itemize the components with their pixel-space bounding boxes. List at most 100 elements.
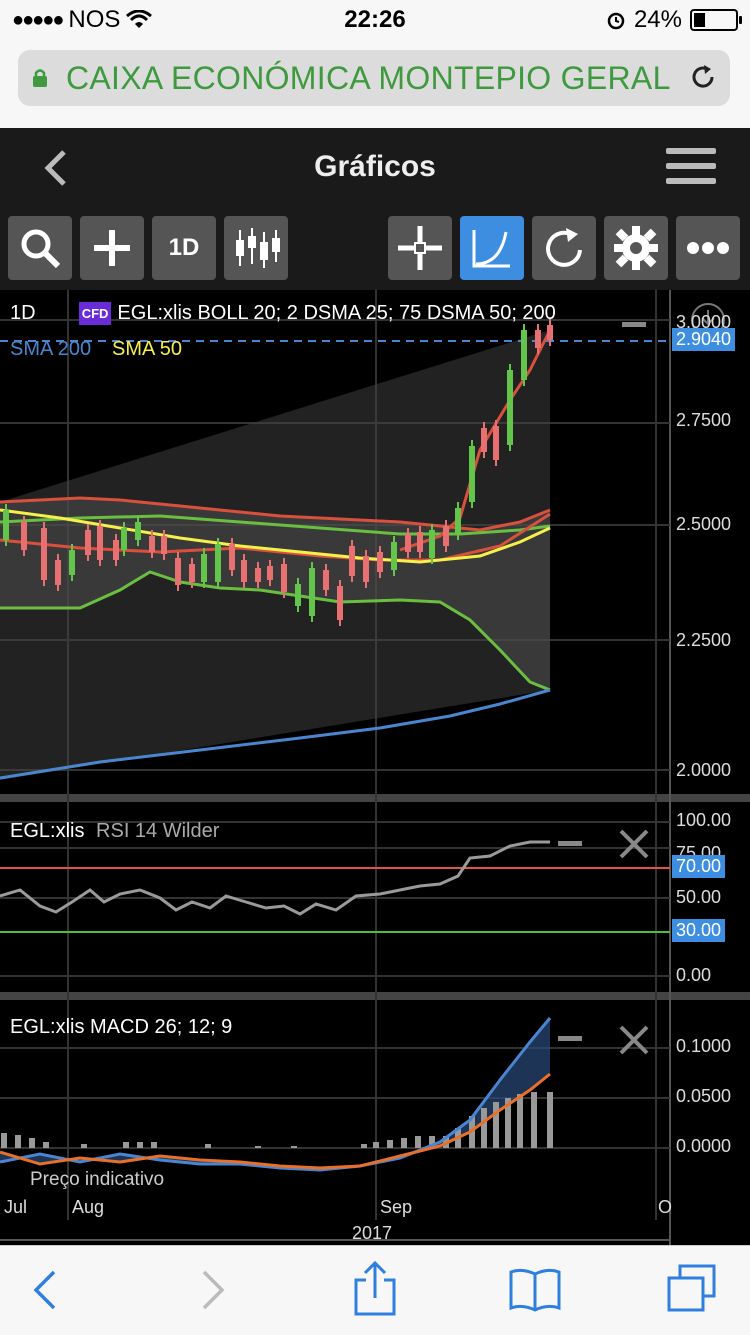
status-left: ●●●●● NOS xyxy=(12,6,153,34)
candle-body xyxy=(363,556,369,582)
browser-bottom-bar xyxy=(0,1245,750,1335)
crosshair-icon xyxy=(398,226,442,270)
candlestick-icon xyxy=(236,228,280,268)
price-axis-label: 3.0000 xyxy=(676,312,732,332)
zoom-button[interactable] xyxy=(8,216,72,280)
candle-body xyxy=(229,544,235,570)
plus-icon xyxy=(94,230,130,266)
indicator-curve-button[interactable] xyxy=(460,216,524,280)
curve-icon xyxy=(472,230,510,268)
boll-mid-line xyxy=(0,514,551,536)
more-button[interactable] xyxy=(676,216,740,280)
macd-histogram-bar xyxy=(401,1138,407,1148)
candle-body xyxy=(97,526,103,560)
chart-canvas[interactable] xyxy=(0,290,750,1245)
lock-icon xyxy=(33,69,47,87)
boll-upper-line xyxy=(0,496,551,532)
candle-body xyxy=(267,566,273,580)
rsi-axis-label: 50.00 xyxy=(676,887,722,907)
macd-signal-line xyxy=(0,1072,551,1170)
back-chevron-icon[interactable] xyxy=(40,148,70,188)
gear-icon xyxy=(614,226,658,270)
candle-body xyxy=(405,534,411,552)
chart-area[interactable]: 1D CFD EGL:xlis BOLL 20; 2 DSMA 25; 75 DS… xyxy=(0,290,750,1245)
sma50-legend: SMA 50 xyxy=(112,338,183,360)
share-icon[interactable] xyxy=(352,1260,398,1316)
candle-body xyxy=(417,532,423,552)
price-axis-label: 2.5000 xyxy=(676,514,732,534)
macd-histogram-bar xyxy=(151,1142,157,1148)
dsma-line xyxy=(0,512,551,562)
macd-axis-label: 0.1000 xyxy=(676,1036,732,1056)
battery-icon xyxy=(690,9,742,31)
macd-histogram-bar xyxy=(531,1092,537,1148)
cfd-badge: CFD xyxy=(78,302,112,326)
tabs-icon[interactable] xyxy=(666,1264,718,1314)
rsi-symbol: EGL:xlis xyxy=(10,820,85,842)
rsi-legend: EGL:xlis RSI 14 Wilder xyxy=(10,820,219,843)
period-button[interactable]: 1D xyxy=(152,216,216,280)
candle-body xyxy=(3,510,9,540)
price-axis-label: 2.0000 xyxy=(676,760,732,780)
candle-body xyxy=(149,536,155,552)
bookmarks-icon[interactable] xyxy=(508,1266,562,1312)
candle-body xyxy=(281,564,287,592)
macd-axis-label: 0.0500 xyxy=(676,1086,732,1106)
chart-type-button[interactable] xyxy=(224,216,288,280)
magnifier-icon xyxy=(21,229,61,269)
macd-histogram-bar xyxy=(205,1144,211,1148)
candle-body xyxy=(135,522,141,540)
candle-body xyxy=(41,528,47,580)
candle-body xyxy=(215,544,221,582)
macd-line xyxy=(0,1017,552,1172)
page-title: Gráficos xyxy=(314,150,436,183)
macd-histogram-bar xyxy=(517,1094,523,1148)
status-bar: ●●●●● NOS 22:26 24% xyxy=(0,0,750,40)
reload-icon[interactable] xyxy=(688,62,718,92)
rsi-minimize-icon[interactable] xyxy=(558,841,582,846)
chart-toolbar: 1D xyxy=(0,208,750,290)
url-bar[interactable]: CAIXA ECONÓMICA MONTEPIO GERAL xyxy=(18,50,730,106)
settings-button[interactable] xyxy=(604,216,668,280)
macd-histogram-bar xyxy=(43,1142,49,1148)
candle-body xyxy=(295,584,301,606)
browser-url-area: CAIXA ECONÓMICA MONTEPIO GERAL xyxy=(0,40,750,128)
refresh-button[interactable] xyxy=(532,216,596,280)
price-trend-line xyxy=(399,329,552,552)
macd-histogram-bar xyxy=(429,1136,435,1148)
hamburger-menu-icon[interactable] xyxy=(666,146,716,186)
candle-body xyxy=(323,570,329,590)
candle-body xyxy=(535,330,541,348)
price-axis-label: 2.7500 xyxy=(676,410,732,430)
candle-body xyxy=(455,508,461,534)
crosshair-button[interactable] xyxy=(388,216,452,280)
candle-body xyxy=(113,540,119,560)
macd-histogram-bar xyxy=(291,1146,297,1148)
candle-body xyxy=(175,558,181,585)
price-minimize-icon[interactable] xyxy=(622,322,646,327)
macd-close-icon[interactable] xyxy=(618,1024,650,1056)
macd-histogram-bar xyxy=(481,1108,487,1148)
macd-histogram-bar xyxy=(387,1140,393,1148)
rsi-axis-label: 100.00 xyxy=(676,810,732,830)
macd-histogram-bar xyxy=(547,1092,553,1148)
rsi-close-icon[interactable] xyxy=(618,828,650,860)
sma200-legend: SMA 200 xyxy=(10,338,92,360)
rsi-axis-label: 0.00 xyxy=(676,965,712,985)
rsi-lower-tag: 30.00 xyxy=(672,919,726,942)
macd-histogram-bar xyxy=(373,1142,379,1148)
browser-forward-icon[interactable] xyxy=(200,1268,226,1312)
browser-back-icon[interactable] xyxy=(32,1268,58,1312)
add-indicator-button[interactable] xyxy=(80,216,144,280)
macd-legend: EGL:xlis MACD 26; 12; 9 xyxy=(10,1016,233,1038)
candle-body xyxy=(21,522,27,550)
wifi-icon xyxy=(126,10,153,28)
candle-body xyxy=(69,550,75,575)
macd-histogram-bar xyxy=(493,1102,499,1148)
month-label: Aug xyxy=(72,1197,105,1217)
sma200-line xyxy=(0,688,551,780)
status-right: 24% xyxy=(606,6,742,34)
candle-body xyxy=(201,554,207,582)
candle-body xyxy=(481,428,487,452)
macd-minimize-icon[interactable] xyxy=(558,1036,582,1041)
